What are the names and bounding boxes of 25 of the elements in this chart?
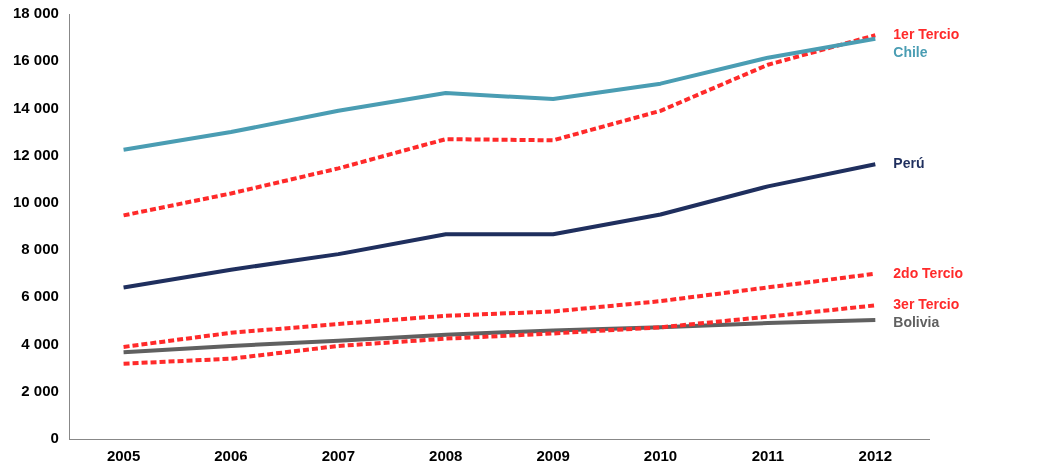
- x-tick-label: 2010: [643, 447, 678, 465]
- x-tick-label: 2006: [214, 447, 248, 465]
- y-tick-label: 14 000: [12, 98, 59, 116]
- x-tick-label: 2011: [751, 447, 785, 465]
- y-tick-label: 18 000: [12, 4, 59, 22]
- y-tick-label: 8 000: [21, 240, 59, 258]
- series-label: 3er Tercio: [893, 296, 960, 313]
- series-label: 2do Tercio: [893, 264, 964, 281]
- y-tick-label: 6 000: [21, 287, 59, 305]
- series-label: Perú: [893, 155, 925, 172]
- y-tick-label: 4 000: [21, 334, 59, 352]
- series-label: 1er Tercio: [893, 26, 960, 43]
- x-tick-label: 2012: [858, 447, 892, 465]
- x-tick-label: 2007: [321, 447, 356, 465]
- y-tick-label: 12 000: [12, 145, 59, 163]
- x-tick-label: 2008: [429, 447, 463, 465]
- x-tick-label: 2009: [536, 447, 570, 465]
- y-tick-label: 10 000: [12, 193, 59, 211]
- series-label: Chile: [893, 44, 928, 61]
- series-label: Bolivia: [893, 314, 940, 331]
- y-tick-label: 0: [50, 429, 59, 447]
- y-tick-label: 2 000: [21, 381, 59, 399]
- y-tick-label: 16 000: [12, 51, 59, 69]
- line-series: [121, 33, 878, 218]
- x-tick-label: 2005: [106, 447, 141, 465]
